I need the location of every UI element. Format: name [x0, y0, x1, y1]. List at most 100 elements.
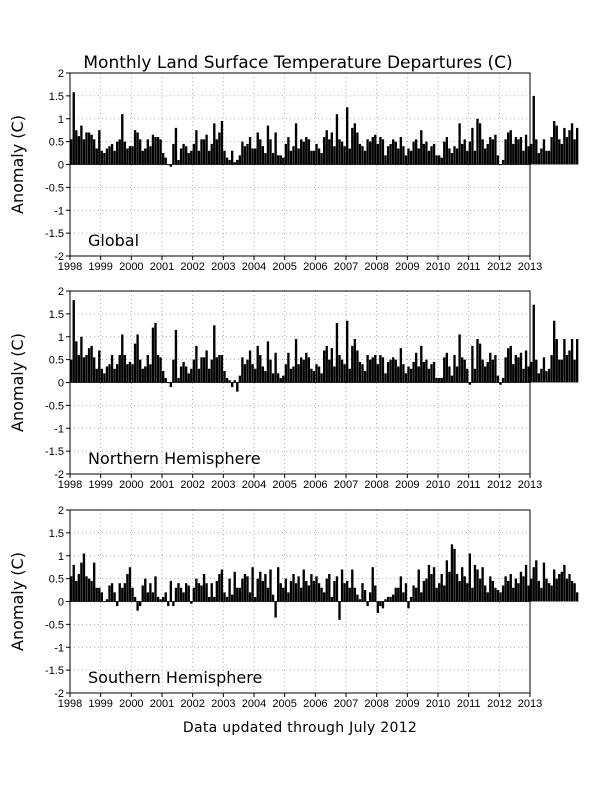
bar [473, 564, 477, 602]
bar [448, 148, 451, 165]
bar [197, 368, 201, 383]
bar [499, 592, 502, 602]
bar [443, 585, 446, 602]
bar [162, 371, 165, 383]
bar [182, 592, 185, 602]
bar [294, 339, 298, 383]
bar [259, 355, 262, 383]
bar [136, 601, 139, 611]
bar [430, 146, 433, 165]
x-tick-label: 2008 [364, 698, 388, 710]
x-tick-label: 2003 [211, 261, 235, 273]
bar [251, 148, 254, 165]
bar [338, 355, 341, 383]
y-tick-label: 0.5 [49, 137, 64, 149]
bar [366, 139, 369, 165]
bar [93, 139, 96, 165]
bar [568, 574, 571, 602]
bar [162, 596, 165, 602]
bar [108, 585, 111, 602]
bar [123, 583, 127, 602]
bar [118, 139, 121, 165]
bar [103, 601, 106, 603]
bar [208, 596, 211, 602]
bar [461, 567, 464, 602]
bar [532, 567, 535, 602]
bar [110, 583, 114, 602]
bar [167, 382, 170, 384]
x-tick-label: 2002 [180, 479, 204, 491]
bar [243, 146, 247, 165]
bar [100, 150, 104, 165]
bar [182, 143, 185, 165]
bar [282, 157, 285, 165]
bar [371, 137, 374, 165]
x-tick-label: 1998 [58, 479, 82, 491]
x-tick-label: 2011 [457, 698, 481, 710]
bar [205, 350, 208, 383]
bar [415, 587, 418, 602]
bar [435, 155, 438, 165]
bar [103, 373, 106, 383]
bar [417, 366, 420, 383]
bar [553, 569, 556, 602]
bar [192, 359, 196, 383]
bar [210, 359, 213, 383]
bar [494, 355, 497, 383]
bar [481, 567, 484, 602]
bar [530, 143, 533, 165]
bar [489, 137, 492, 165]
bar [343, 146, 346, 165]
bar [507, 132, 510, 165]
bar [537, 153, 541, 165]
bar [302, 359, 305, 383]
bar [202, 357, 206, 383]
bar [338, 601, 341, 620]
bar [251, 567, 254, 602]
bar [156, 137, 160, 165]
bar [325, 345, 328, 383]
bar [512, 364, 515, 383]
bar [297, 576, 300, 602]
x-tick-label: 2004 [242, 479, 266, 491]
bar [259, 571, 262, 602]
bar [279, 583, 282, 602]
bar [256, 345, 259, 383]
bar [292, 574, 295, 602]
bar [116, 601, 119, 607]
x-tick-label: 2009 [395, 261, 419, 273]
y-tick-label: -1.5 [45, 665, 64, 677]
bar [399, 137, 403, 165]
bar [164, 377, 167, 383]
bar [366, 355, 369, 383]
bar [271, 153, 275, 165]
bar [369, 141, 372, 165]
bar [494, 134, 497, 165]
bar [108, 364, 111, 383]
bar [384, 373, 387, 383]
y-tick-label: 0.5 [49, 574, 64, 586]
bar [218, 132, 221, 165]
bar [317, 583, 321, 602]
bar [77, 355, 81, 383]
bar [509, 345, 512, 383]
bar [141, 368, 144, 383]
bar [389, 596, 392, 602]
bar [139, 359, 142, 383]
bar [190, 368, 193, 383]
bar [85, 355, 88, 383]
bar [279, 377, 282, 383]
bar [105, 366, 109, 383]
bar [499, 164, 502, 166]
bar [233, 571, 236, 602]
bar [154, 137, 157, 165]
x-tick-label: 2000 [119, 261, 143, 273]
bar [476, 118, 479, 165]
bar [162, 153, 165, 165]
bar [85, 576, 88, 602]
bar [407, 148, 410, 165]
bar [259, 139, 262, 165]
x-tick-label: 2001 [150, 261, 174, 273]
x-tick-label: 2013 [518, 261, 542, 273]
